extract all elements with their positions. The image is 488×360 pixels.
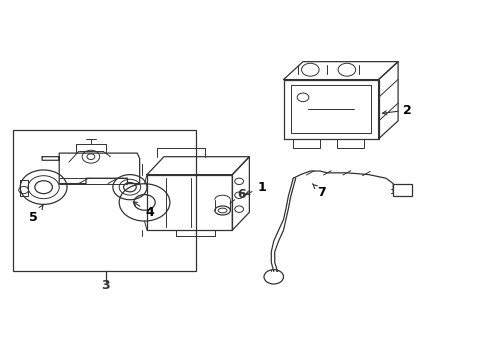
Text: 2: 2 (382, 104, 411, 117)
Bar (336, 139, 363, 148)
Text: 4: 4 (133, 202, 154, 219)
Text: 3: 3 (101, 279, 110, 292)
Bar (13, 130, 195, 271)
Bar (392, 184, 411, 196)
Bar (293, 139, 320, 148)
Bar (290, 85, 370, 134)
Text: 5: 5 (29, 205, 43, 224)
Text: 1: 1 (245, 181, 265, 195)
Text: 6: 6 (237, 188, 246, 201)
Text: 7: 7 (312, 184, 325, 199)
